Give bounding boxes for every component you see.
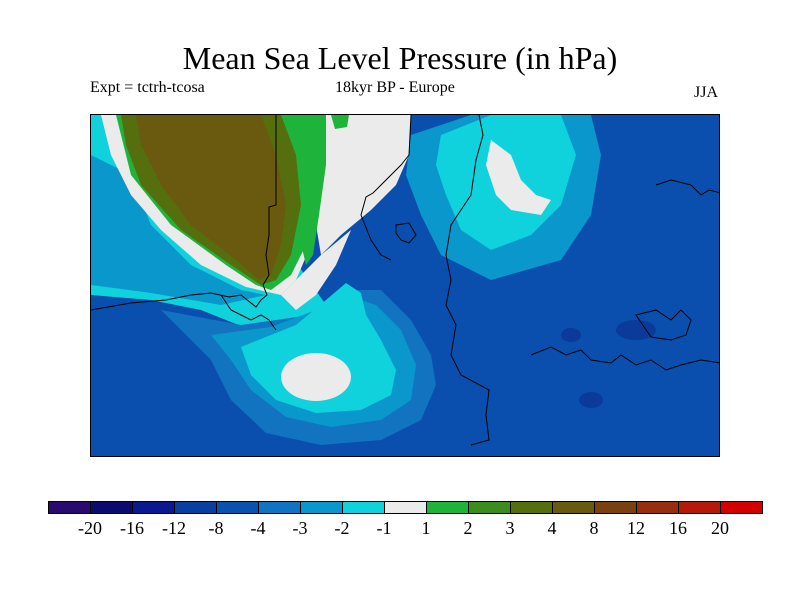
arctic-white-region <box>316 115 411 255</box>
coastline-greenland <box>91 115 277 311</box>
atlantic-white-blob <box>281 353 351 401</box>
colorbar-tick-label: 20 <box>711 518 729 538</box>
colorbar-swatch <box>90 501 133 514</box>
colorbar <box>48 501 763 514</box>
chart-title: Mean Sea Level Pressure (in hPa) <box>182 40 618 76</box>
period-label: 18kyr BP - Europe <box>335 79 455 96</box>
coastline-europe-south <box>530 346 719 371</box>
colorbar-swatch <box>174 501 217 514</box>
season-label: JJA <box>693 84 718 101</box>
colorbar-tick-label: 2 <box>463 518 473 538</box>
colorbar-tick-label: -3 <box>292 518 308 538</box>
colorbar-swatch <box>384 501 427 514</box>
colorbar-swatch <box>216 501 259 514</box>
low-patch-med-2 <box>616 320 656 340</box>
colorbar-tick-label: 8 <box>589 518 599 538</box>
colorbar-tick-label: -4 <box>250 518 266 538</box>
coastline-asia <box>655 179 719 196</box>
colorbar-swatch <box>636 501 679 514</box>
colorbar-tick-label: -2 <box>334 518 350 538</box>
colorbar-swatch <box>426 501 469 514</box>
colorbar-swatch <box>468 501 511 514</box>
greenland-brown-core <box>136 115 286 280</box>
coastline-greenland-south <box>220 294 277 331</box>
coastline-black-sea <box>635 309 692 341</box>
coastline-uk <box>395 222 417 244</box>
colorbar-tick-label: 12 <box>627 518 645 538</box>
colorbar-tick-label: 16 <box>669 518 687 538</box>
colorbar-swatch <box>258 501 301 514</box>
low-patch-med-3 <box>561 328 581 342</box>
colorbar-swatch <box>132 501 175 514</box>
colorbar-swatch <box>678 501 721 514</box>
colorbar-tick-label: -12 <box>162 518 186 538</box>
coastline-baltic <box>445 115 490 446</box>
coastline-scandinavia <box>360 115 412 261</box>
colorbar-tick-label: -1 <box>376 518 392 538</box>
colorbar-tick-label: -8 <box>208 518 224 538</box>
experiment-label: Expt = tctrh-tcosa <box>90 79 205 96</box>
colorbar-tick-label: -20 <box>78 518 102 538</box>
colorbar-tick-label: 3 <box>505 518 515 538</box>
colorbar-swatch <box>300 501 343 514</box>
colorbar-swatch <box>720 501 763 514</box>
colorbar-tick-label: 1 <box>421 518 431 538</box>
colorbar-swatch <box>510 501 553 514</box>
atlantic-ring-inner <box>241 283 396 413</box>
colorbar-swatch <box>48 501 91 514</box>
colorbar-tick-label: -16 <box>120 518 144 538</box>
pressure-map <box>90 114 720 457</box>
colorbar-swatch <box>342 501 385 514</box>
colorbar-tick-label: 4 <box>547 518 557 538</box>
coastlines <box>91 115 719 446</box>
pressure-map-canvas <box>91 115 719 456</box>
green-dots-east <box>331 115 349 129</box>
low-patch-med-1 <box>579 392 603 408</box>
channel-white-strip <box>281 230 351 310</box>
colorbar-swatch <box>594 501 637 514</box>
scandinavia-white-patches <box>486 140 551 215</box>
colorbar-swatch <box>552 501 595 514</box>
arctic-green-patch <box>299 115 326 265</box>
